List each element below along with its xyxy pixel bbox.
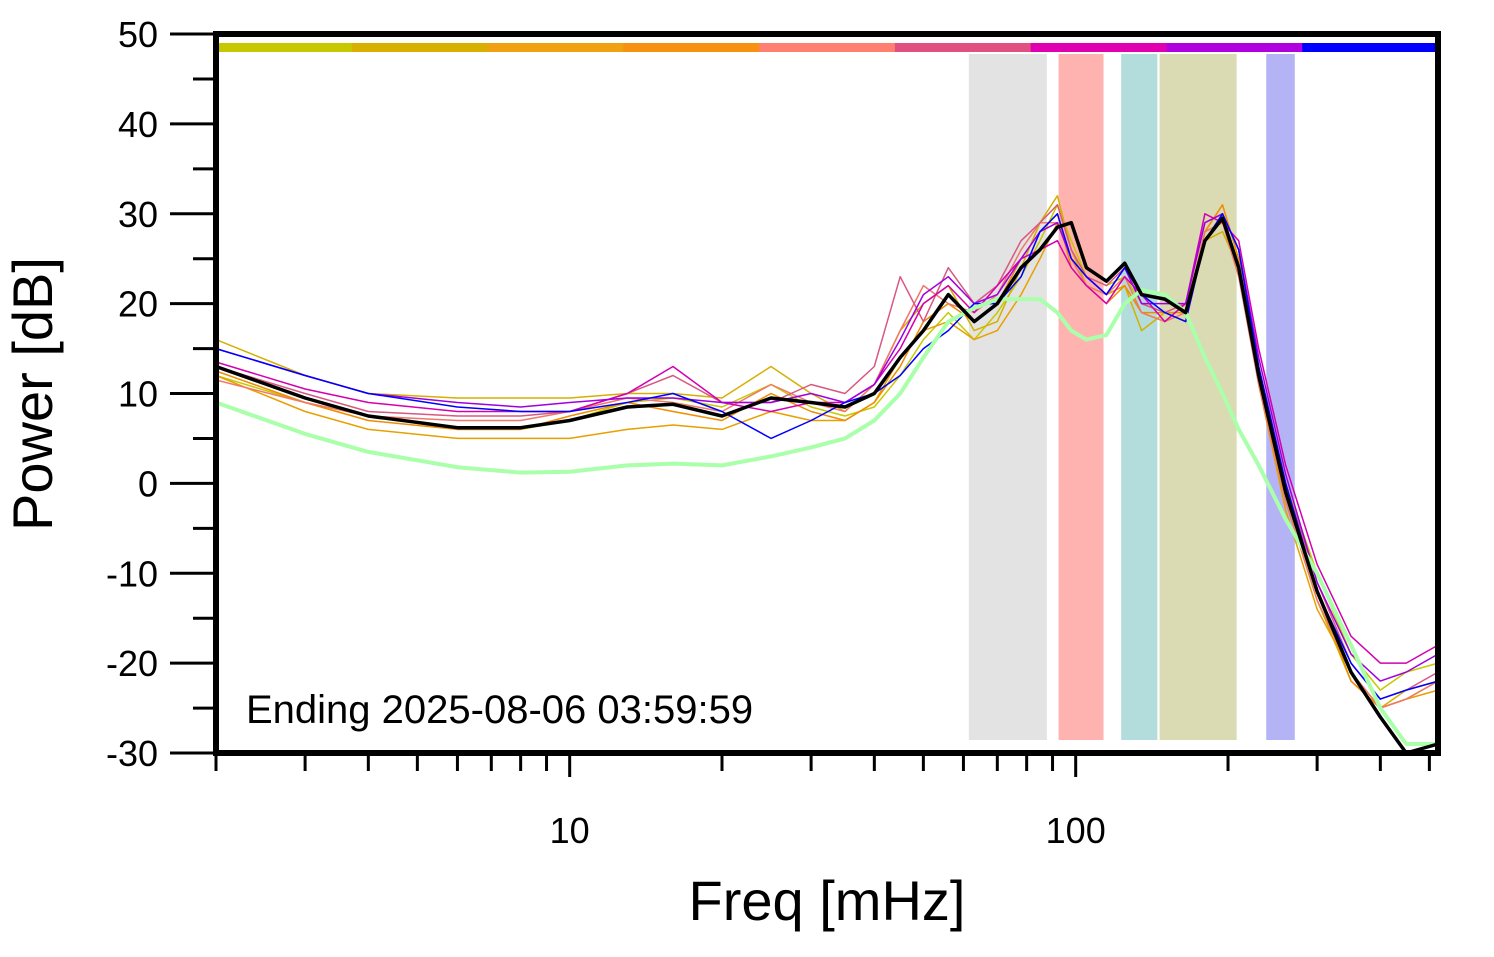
color-strip <box>1166 43 1303 52</box>
plot-frame <box>213 31 1441 756</box>
series-line <box>215 213 1439 700</box>
y-tick-label: 10 <box>118 374 158 415</box>
series-line <box>215 288 1438 746</box>
series-line <box>215 195 1439 709</box>
annotation: Ending 2025-08-06 03:59:59 <box>246 688 753 732</box>
series-line <box>215 213 1439 682</box>
y-tick-label: -30 <box>106 733 158 774</box>
y-tick-label: 30 <box>118 194 158 235</box>
color-strip <box>351 43 489 52</box>
band <box>1121 54 1158 740</box>
color-strip <box>216 43 353 52</box>
x-tick-label: 100 <box>1046 810 1106 851</box>
y-tick-label: -10 <box>106 553 158 594</box>
series-line <box>215 216 1439 755</box>
x-tick-label: 10 <box>550 810 590 851</box>
band <box>968 54 1047 740</box>
y-tick-label: 50 <box>118 14 158 55</box>
x-axis-label: Freq [mHz] <box>689 869 966 932</box>
y-tick-label: 40 <box>118 104 158 145</box>
color-strip <box>1030 43 1167 52</box>
series-line <box>215 221 1439 709</box>
color-strip <box>487 43 624 52</box>
color-strip <box>1302 43 1439 52</box>
series-line <box>215 213 1439 664</box>
y-axis-label: Power [dB] <box>1 257 64 531</box>
color-strip <box>623 43 760 52</box>
color-strip <box>759 43 896 52</box>
y-tick-label: 0 <box>138 463 158 504</box>
y-tick-label: -20 <box>106 643 158 684</box>
series-line <box>215 204 1439 700</box>
band <box>1058 54 1104 740</box>
band <box>1266 54 1295 740</box>
series-line <box>215 204 1439 691</box>
color-strip <box>894 43 1032 52</box>
y-tick-label: 20 <box>118 284 158 325</box>
